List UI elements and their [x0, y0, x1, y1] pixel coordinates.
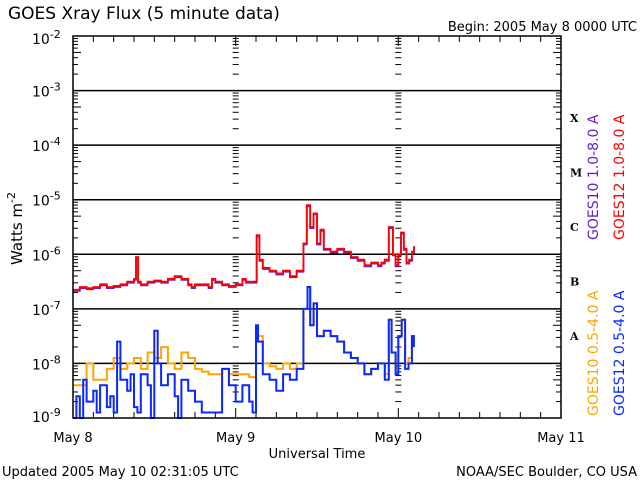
series-line-goes12-1-0-8-0-a [73, 204, 415, 291]
y-tick-exp: -7 [50, 299, 61, 312]
y-tick-exp: -5 [50, 190, 61, 203]
y-axis-label-main: Watts m [8, 203, 26, 265]
flare-class-labels: X M C B A [569, 112, 582, 343]
legend-item: GOES12 0.5-4.0 A [612, 290, 628, 416]
y-tick-label: 10-9 [32, 406, 61, 426]
flare-class-label: C [570, 221, 579, 234]
gridlines [73, 89, 561, 365]
y-tick-label: 10-2 [32, 28, 61, 48]
y-tick-exp: -9 [50, 406, 61, 419]
legend: GOES10 1.0-8.0 A GOES12 1.0-8.0 A GOES10 0… [586, 114, 628, 416]
y-tick-exp: -2 [50, 28, 61, 41]
y-tick-base: 10 [32, 32, 50, 48]
y-tick-label: 10-3 [32, 81, 61, 101]
x-tick-labels: May 8 May 9 May 10 May 11 [53, 431, 584, 446]
y-tick-exp: -3 [50, 81, 61, 94]
y-tick-label: 10-6 [32, 244, 61, 264]
plot-frame [72, 35, 562, 419]
y-tick-base: 10 [32, 248, 50, 264]
y-tick-label: 10-4 [32, 135, 61, 155]
chart-title: GOES Xray Flux (5 minute data) [8, 4, 280, 24]
x-axis-label: Universal Time [269, 447, 366, 462]
y-tick-exp: -6 [50, 244, 61, 257]
flare-class-label: B [570, 276, 579, 289]
legend-item: GOES12 1.0-8.0 A [612, 114, 628, 240]
series-line-goes12-0-5-4-0-a [73, 286, 415, 419]
updated-timestamp: Updated 2005 May 10 02:31:05 UTC [2, 465, 239, 480]
y-tick-base: 10 [32, 139, 50, 155]
legend-item: GOES10 1.0-8.0 A [586, 114, 602, 240]
series-lines [73, 204, 415, 419]
x-tick-label: May 9 [216, 431, 255, 446]
y-axis-label: Watts m-2 [5, 192, 26, 265]
flare-class-label: X [570, 112, 579, 125]
x-tick-label: May 11 [537, 431, 585, 446]
series-line-goes10-0-5-4-0-a [73, 286, 415, 387]
begin-label: Begin: 2005 May 8 0000 UTC [448, 20, 637, 35]
y-axis-label-exp: -2 [5, 192, 18, 203]
x-tick-label: May 10 [375, 431, 423, 446]
y-tick-base: 10 [32, 194, 50, 210]
y-tick-labels: 10-210-310-410-510-610-710-810-9 [32, 28, 61, 426]
y-tick-exp: -8 [50, 353, 61, 366]
y-tick-base: 10 [32, 303, 50, 319]
y-tick-base: 10 [32, 357, 50, 373]
y-tick-exp: -4 [50, 135, 61, 148]
flare-class-label: A [569, 330, 579, 343]
y-tick-base: 10 [32, 410, 50, 426]
y-tick-label: 10-5 [32, 190, 61, 210]
x-tick-label: May 8 [53, 431, 92, 446]
y-tick-label: 10-8 [32, 353, 61, 373]
legend-item: GOES10 0.5-4.0 A [586, 290, 602, 416]
y-tick-label: 10-7 [32, 299, 61, 319]
y-tick-base: 10 [32, 85, 50, 101]
credit-text: NOAA/SEC Boulder, CO USA [456, 465, 637, 480]
flare-class-label: M [570, 166, 582, 179]
